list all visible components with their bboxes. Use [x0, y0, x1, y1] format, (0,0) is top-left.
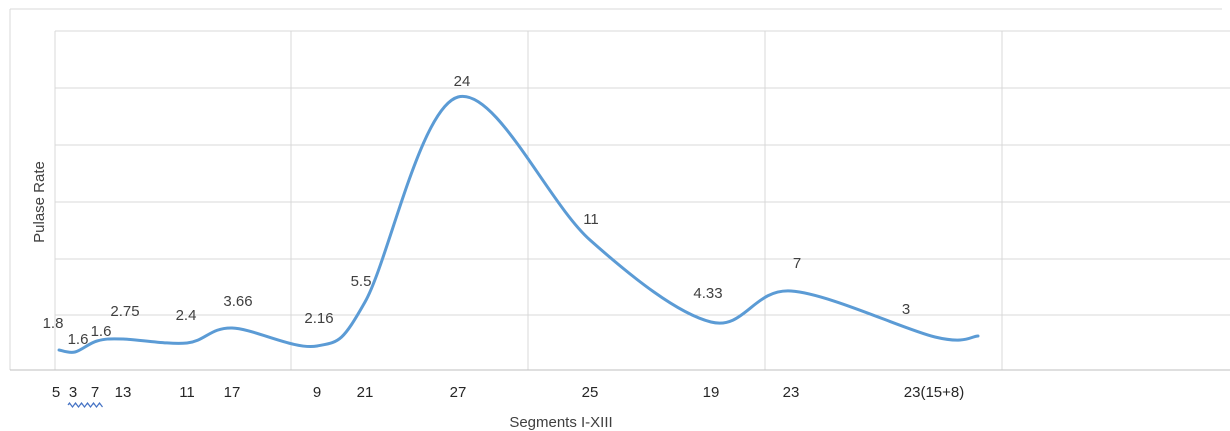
data-label: 1.6 — [68, 331, 89, 348]
x-tick-label: 11 — [179, 384, 195, 401]
x-tick-label: 17 — [224, 384, 241, 401]
x-tick-label: 7 — [91, 384, 99, 401]
data-label: 4.33 — [693, 285, 722, 302]
data-label: 2.75 — [110, 303, 139, 320]
data-label: 24 — [454, 73, 471, 90]
data-label: 3.66 — [223, 293, 252, 310]
y-axis-label: Pulase Rate — [31, 161, 48, 243]
x-tick-label: 19 — [703, 384, 720, 401]
data-label: 5.5 — [351, 273, 372, 290]
grid-layer — [9, 8, 1230, 371]
x-tick-label: 3 — [69, 384, 77, 401]
data-label: 11 — [583, 211, 599, 228]
x-tick-label: 5 — [52, 384, 60, 401]
spellcheck-underline — [67, 402, 103, 408]
data-label: 2.4 — [176, 307, 197, 324]
series-line — [57, 95, 980, 354]
x-tick-label: 23 — [783, 384, 800, 401]
data-label: 2.16 — [304, 310, 333, 327]
x-tick-label: 9 — [313, 384, 321, 401]
data-label: 3 — [902, 301, 910, 318]
data-label: 1.6 — [91, 323, 112, 340]
x-tick-labels: 5 3 7 13 11 17 9 21 27 25 19 23 23(15+8) — [52, 384, 964, 401]
x-tick-label: 13 — [115, 384, 132, 401]
x-tick-label: 27 — [450, 384, 467, 401]
data-label: 1.8 — [43, 315, 64, 332]
x-tick-label: 21 — [357, 384, 374, 401]
data-label: 7 — [793, 255, 801, 272]
x-tick-label: 23(15+8) — [904, 384, 964, 401]
x-tick-label: 25 — [582, 384, 599, 401]
x-axis-label: Segments I-XIII — [509, 414, 612, 431]
